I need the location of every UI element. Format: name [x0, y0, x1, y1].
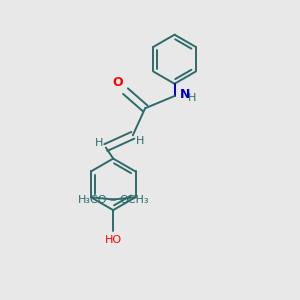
Text: OCH₃: OCH₃ — [119, 195, 148, 205]
Text: H: H — [188, 94, 196, 103]
Text: H: H — [136, 136, 144, 146]
Text: HO: HO — [105, 235, 122, 245]
Text: H₃CO: H₃CO — [78, 195, 107, 205]
Text: H: H — [95, 138, 103, 148]
Text: O: O — [113, 76, 123, 89]
Text: N: N — [180, 88, 190, 101]
